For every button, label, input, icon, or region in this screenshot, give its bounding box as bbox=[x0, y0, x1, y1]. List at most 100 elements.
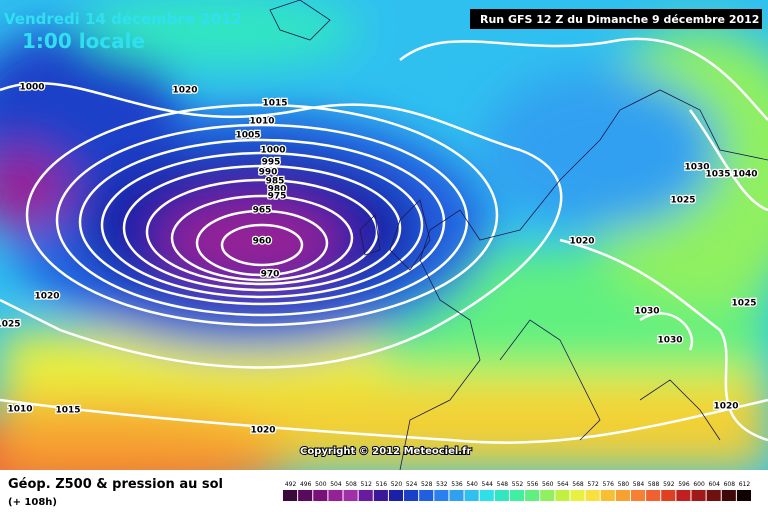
scale-swatch bbox=[298, 490, 313, 501]
isobar-label: 1020 bbox=[569, 237, 594, 247]
isobar-labels: 1000 102010151010100510009959909859809759… bbox=[0, 81, 759, 437]
scale-label: 572 bbox=[587, 481, 599, 488]
run-info: Run GFS 12 Z du Dimanche 9 décembre 2012 bbox=[480, 13, 759, 26]
scale-label: 612 bbox=[739, 481, 751, 488]
scale-label: 552 bbox=[512, 481, 524, 488]
isobar-label: 1015 bbox=[262, 99, 287, 109]
isobar-label: 975 bbox=[268, 192, 287, 202]
scale-label: 500 bbox=[315, 481, 327, 488]
isobar-label: 1020 bbox=[172, 86, 197, 96]
scale-label: 540 bbox=[466, 481, 478, 488]
scale-swatch bbox=[555, 490, 570, 501]
scale-label: 532 bbox=[436, 481, 448, 488]
scale-swatch bbox=[434, 490, 449, 501]
isobar-label: 995 bbox=[262, 158, 281, 168]
scale-label: 608 bbox=[724, 481, 736, 488]
scale-label: 556 bbox=[527, 481, 539, 488]
isobar-label: 1020 bbox=[250, 426, 275, 436]
isobar-label: 1010 bbox=[249, 117, 274, 127]
forecast-time: 1:00 locale bbox=[22, 29, 145, 53]
isobar-label: 960 bbox=[253, 237, 272, 247]
scale-label: 516 bbox=[376, 481, 388, 488]
scale-swatch bbox=[373, 490, 388, 501]
scale-label: 592 bbox=[663, 481, 675, 488]
scale-label: 588 bbox=[648, 481, 660, 488]
isobar-label: 980 bbox=[268, 185, 287, 195]
scale-swatch bbox=[328, 490, 343, 501]
scale-swatch bbox=[600, 490, 615, 501]
scale-swatch bbox=[479, 490, 494, 501]
forecast-date: Vendredi 14 décembre 2012 bbox=[4, 10, 242, 28]
scale-label: 580 bbox=[618, 481, 630, 488]
scale-swatch bbox=[525, 490, 540, 501]
isobar-label: 985 bbox=[266, 177, 285, 187]
scale-label: 600 bbox=[693, 481, 705, 488]
isobar-label: 1040 bbox=[732, 170, 757, 180]
isobar-label: 1020 bbox=[34, 292, 59, 302]
isobar-label: 965 bbox=[253, 206, 272, 216]
scale-swatch bbox=[313, 490, 328, 501]
scale-swatch bbox=[343, 490, 358, 501]
scale-label: 512 bbox=[360, 481, 372, 488]
scale-label: 504 bbox=[330, 481, 342, 488]
footer-lead: (+ 108h) bbox=[8, 497, 57, 508]
scale-label: 496 bbox=[300, 481, 312, 488]
scale-swatch bbox=[691, 490, 706, 501]
isobar-label: 970 bbox=[261, 270, 280, 280]
scale-swatch bbox=[706, 490, 721, 501]
scale-swatch bbox=[721, 490, 736, 501]
scale-swatch bbox=[509, 490, 525, 501]
scale-swatch bbox=[283, 490, 298, 501]
scale-swatch bbox=[615, 490, 630, 501]
footer-title: Géop. Z500 & pression au sol bbox=[8, 477, 223, 492]
scale-swatch bbox=[494, 490, 509, 501]
scale-swatch bbox=[464, 490, 479, 501]
isobar-label: 1015 bbox=[55, 406, 80, 416]
scale-label: 508 bbox=[345, 481, 357, 488]
scale-label: 544 bbox=[482, 481, 494, 488]
scale-swatch bbox=[676, 490, 691, 501]
scale-label: 560 bbox=[542, 481, 554, 488]
isobar-label: 1030 bbox=[634, 307, 659, 317]
scale-swatch bbox=[388, 490, 404, 501]
scale-swatch bbox=[404, 490, 419, 501]
scale-swatch bbox=[570, 490, 585, 501]
isobars bbox=[0, 37, 768, 444]
isobar-label: 1030 bbox=[657, 336, 682, 346]
scale-swatch bbox=[419, 490, 434, 501]
isobar-label: 1025 bbox=[731, 299, 756, 309]
scale-label: 492 bbox=[285, 481, 297, 488]
scale-label: 604 bbox=[708, 481, 720, 488]
scale-label: 528 bbox=[421, 481, 433, 488]
color-scale: 492 496 500 504 508 512 516 520 524 528 532 536 540 5… bbox=[283, 481, 751, 501]
scale-swatch bbox=[358, 490, 373, 501]
scale-swatch bbox=[661, 490, 676, 501]
scale-label: 596 bbox=[678, 481, 690, 488]
scale-label: 564 bbox=[557, 481, 569, 488]
scale-swatch bbox=[630, 490, 646, 501]
scale-swatch bbox=[585, 490, 600, 501]
coastlines bbox=[269, 0, 768, 470]
scale-label: 536 bbox=[451, 481, 463, 488]
isobar-label: 1035 bbox=[705, 170, 730, 180]
scale-label: 524 bbox=[406, 481, 418, 488]
isobar-label: 1025 bbox=[0, 320, 21, 330]
isobar-label: 1010 bbox=[7, 405, 32, 415]
scale-swatch bbox=[646, 490, 661, 501]
scale-label: 576 bbox=[603, 481, 615, 488]
copyright: Copyright © 2012 Meteociel.fr bbox=[300, 446, 471, 457]
scale-label: 520 bbox=[391, 481, 403, 488]
scale-label: 548 bbox=[497, 481, 509, 488]
run-box bbox=[470, 9, 762, 29]
isobar-label: 1005 bbox=[235, 131, 260, 141]
isobar-label: 1000 bbox=[19, 83, 44, 93]
scale-label: 568 bbox=[572, 481, 584, 488]
scale-label: 584 bbox=[633, 481, 645, 488]
isobar-label: 1020 bbox=[713, 402, 738, 412]
isobar-label: 1025 bbox=[670, 196, 695, 206]
scale-swatch bbox=[540, 490, 555, 501]
isobar-label: 990 bbox=[259, 168, 278, 178]
scale-swatch bbox=[449, 490, 464, 501]
